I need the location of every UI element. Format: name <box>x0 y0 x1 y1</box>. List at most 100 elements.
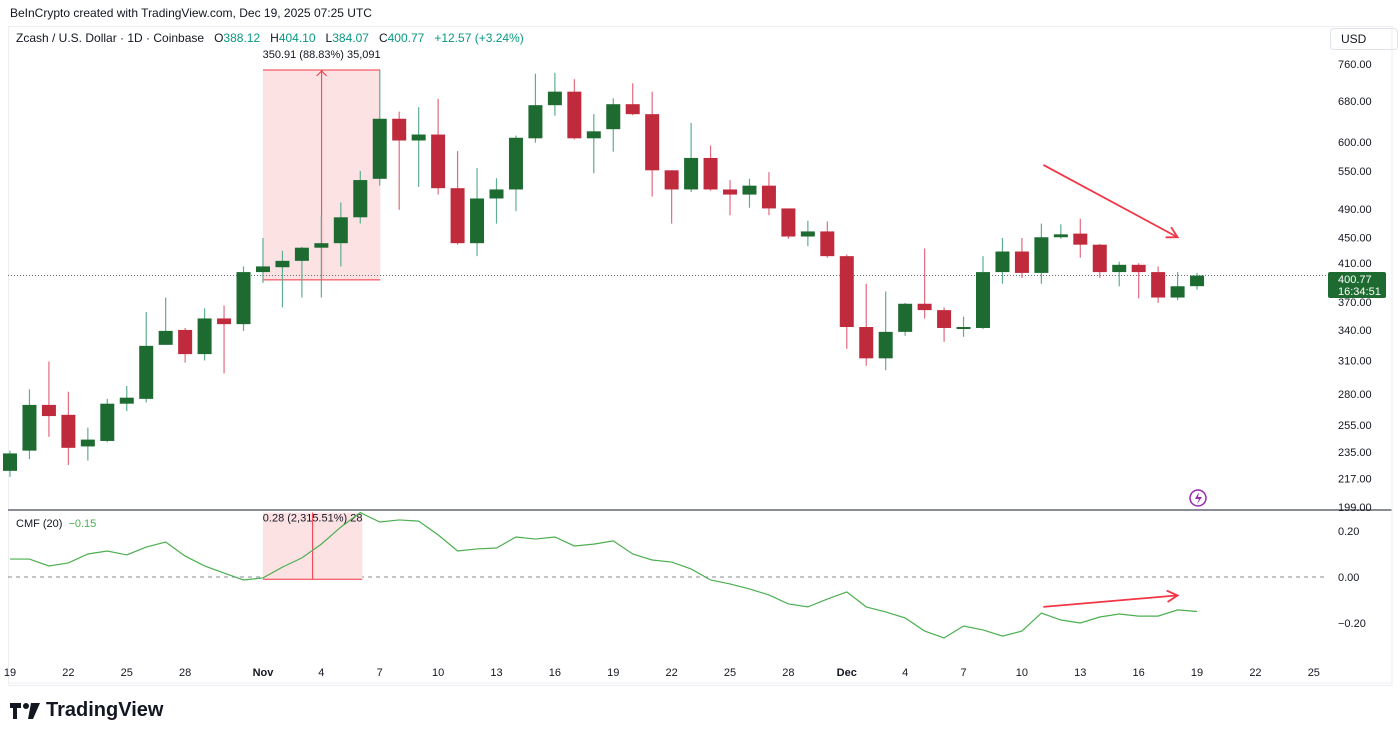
candle-body <box>1151 272 1166 298</box>
candle-body <box>839 256 854 328</box>
candle <box>1053 224 1068 239</box>
candle <box>1112 261 1127 287</box>
price-tick-label: 490.00 <box>1338 204 1372 216</box>
symbol-legend: Zcash / U.S. Dollar · 1D · Coinbase O388… <box>16 31 524 45</box>
last-price-badge <box>1328 272 1386 298</box>
candle-body <box>1073 233 1088 245</box>
candle-body <box>197 318 212 355</box>
candle-body <box>22 404 37 451</box>
price-tick-label: 370.00 <box>1338 297 1372 309</box>
cmf-measure-label: 0.28 (2,315.51%) 28 <box>263 513 363 525</box>
time-tick-label: Dec <box>837 667 857 679</box>
candle-body <box>703 157 718 190</box>
candle-body <box>1190 275 1205 287</box>
price-tick-label: 450.00 <box>1338 232 1372 244</box>
candle <box>255 237 270 283</box>
candle-body <box>236 272 251 325</box>
candle-body <box>625 104 640 115</box>
candle-body <box>956 327 971 330</box>
time-tick-label: 10 <box>1016 667 1028 679</box>
cmf-tick-label: 0.00 <box>1338 572 1359 584</box>
candle-body <box>1131 264 1146 273</box>
candle <box>41 361 56 437</box>
cmf-tick-label: −0.20 <box>1338 618 1366 630</box>
candle <box>859 283 874 366</box>
time-tick-label: 19 <box>1191 667 1203 679</box>
price-tick-label: 235.00 <box>1338 447 1372 459</box>
candle <box>995 237 1010 284</box>
cmf-line <box>10 511 1198 639</box>
time-tick-label: 13 <box>490 667 502 679</box>
candle-body <box>1170 286 1185 298</box>
candle-body <box>508 137 523 190</box>
close-value: 400.77 <box>387 31 425 45</box>
candle <box>372 70 387 186</box>
candle <box>411 107 426 187</box>
candle-body <box>528 105 543 139</box>
candle-body <box>547 91 562 106</box>
candle-body <box>586 131 601 139</box>
symbol-title[interactable]: Zcash / U.S. Dollar · 1D · Coinbase <box>16 31 205 45</box>
logo-text: TradingView <box>46 699 164 721</box>
candle-body <box>353 180 368 218</box>
candle <box>567 79 582 140</box>
candle <box>119 385 134 412</box>
price-tick-label: 680.00 <box>1338 96 1372 108</box>
candle <box>61 391 76 465</box>
candle <box>761 172 776 216</box>
time-tick-label: 16 <box>549 667 561 679</box>
candle-body <box>606 104 621 130</box>
time-tick-label: 16 <box>1133 667 1145 679</box>
candle <box>217 305 232 374</box>
candle <box>1170 272 1185 301</box>
last-price-value: 400.77 <box>1338 274 1372 286</box>
currency-button[interactable]: USD <box>1330 28 1398 50</box>
candle <box>645 91 660 197</box>
candle-body <box>859 327 874 359</box>
candle-body <box>178 329 193 355</box>
candle-body <box>392 118 407 141</box>
candle-body <box>139 345 154 399</box>
candle <box>1034 223 1049 284</box>
candle <box>528 73 543 143</box>
tradingview-logo[interactable]: TradingView <box>10 699 163 722</box>
candle-body <box>450 188 465 244</box>
candle <box>236 266 251 331</box>
candle <box>898 302 913 336</box>
lightning-icon <box>1189 489 1207 507</box>
candle <box>275 250 290 308</box>
candle-body <box>158 330 173 345</box>
price-tick-label: 310.00 <box>1338 355 1372 367</box>
time-tick-label: 28 <box>179 667 191 679</box>
time-tick-label: 4 <box>902 667 908 679</box>
close-label: C <box>378 31 388 45</box>
time-tick-label: 19 <box>4 667 16 679</box>
candle-body <box>723 189 738 195</box>
low-label: L <box>325 31 333 45</box>
price-tick-label: 199.00 <box>1338 502 1372 514</box>
candle <box>470 167 485 257</box>
candle-body <box>800 231 815 237</box>
price-tick-label: 340.00 <box>1338 325 1372 337</box>
candle <box>489 178 504 224</box>
candle <box>1073 218 1088 258</box>
candle <box>158 297 173 345</box>
candle <box>100 398 115 443</box>
candle <box>431 98 446 195</box>
candle-body <box>431 134 446 189</box>
candle-body <box>255 266 270 273</box>
price-tick-label: 760.00 <box>1338 59 1372 71</box>
candle <box>1190 272 1205 290</box>
cmf-name[interactable]: CMF (20) <box>16 518 63 530</box>
price-tick-label: 255.00 <box>1338 420 1372 432</box>
candle <box>353 170 368 224</box>
candle <box>586 114 601 174</box>
candle <box>742 178 757 208</box>
candle <box>333 202 348 267</box>
candle-body <box>119 397 134 404</box>
price-tick-label: 217.00 <box>1338 473 1372 485</box>
time-tick-label: 28 <box>782 667 794 679</box>
candle <box>606 98 621 152</box>
price-tick-label: 280.00 <box>1338 389 1372 401</box>
